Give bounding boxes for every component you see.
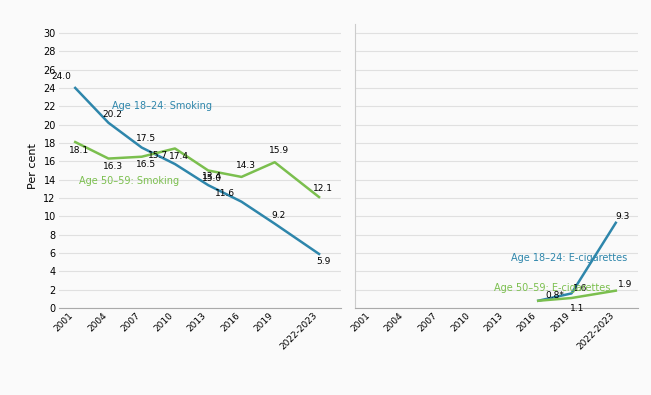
Text: Age 50–59: E-cigarettes: Age 50–59: E-cigarettes <box>494 283 610 293</box>
Text: 24.0: 24.0 <box>51 72 71 81</box>
Text: 17.5: 17.5 <box>136 134 156 143</box>
Text: Age 18–24: E-cigarettes: Age 18–24: E-cigarettes <box>510 253 627 263</box>
Text: Age 18–24: Smoking: Age 18–24: Smoking <box>112 101 212 111</box>
Text: 13.4: 13.4 <box>202 172 223 181</box>
Text: Age 50–59: Smoking: Age 50–59: Smoking <box>79 177 178 186</box>
Text: 17.4: 17.4 <box>169 152 189 161</box>
Text: 16.5: 16.5 <box>136 160 156 169</box>
Text: 1.9: 1.9 <box>618 280 633 288</box>
Text: 0.8*: 0.8* <box>546 291 564 300</box>
Text: 1.6: 1.6 <box>573 284 587 293</box>
Text: 20.2: 20.2 <box>103 110 122 118</box>
Text: 12.1: 12.1 <box>313 184 333 193</box>
Text: 9.2: 9.2 <box>271 211 286 220</box>
Text: 9.3: 9.3 <box>616 212 630 221</box>
Text: 5.9: 5.9 <box>316 258 331 267</box>
Text: 15.9: 15.9 <box>269 146 289 155</box>
Y-axis label: Per cent: Per cent <box>28 143 38 189</box>
Text: 18.1: 18.1 <box>69 145 89 154</box>
Text: 16.3: 16.3 <box>103 162 122 171</box>
Text: 15.0: 15.0 <box>202 174 223 183</box>
Text: 14.3: 14.3 <box>236 161 256 170</box>
Text: 1.1: 1.1 <box>570 303 584 312</box>
Text: 15.7: 15.7 <box>148 151 169 160</box>
Text: 11.6: 11.6 <box>215 188 235 198</box>
